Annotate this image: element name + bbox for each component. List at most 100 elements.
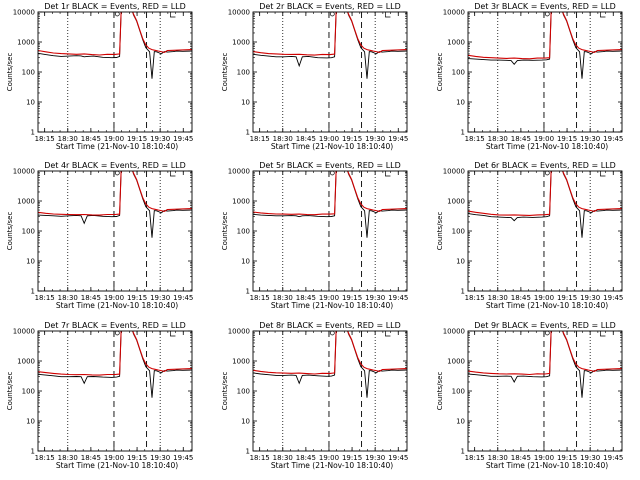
chart-panel-2: Det 2r BLACK = Events, RED = LLD 10000 100…: [221, 2, 408, 151]
x-tick-label: 18:30: [488, 135, 508, 143]
x-tick-label: 19:00: [534, 294, 554, 302]
flag-marker: [544, 330, 550, 336]
y-axis-label: Counts/sec: [6, 372, 14, 411]
chart-title: Det 5r BLACK = Events, RED = LLD: [259, 161, 401, 170]
y-tick-label: 1000: [447, 39, 465, 47]
chart-title: Det 8r BLACK = Events, RED = LLD: [259, 321, 401, 330]
y-tick-label: 1: [246, 129, 250, 137]
chart-panel-3: Det 3r BLACK = Events, RED = LLD 10000 100…: [436, 2, 623, 151]
y-axis-label: Counts/sec: [436, 372, 444, 411]
flag-marker: [385, 12, 391, 18]
x-tick-label: 18:15: [250, 135, 270, 143]
y-tick-label: 10: [26, 258, 35, 266]
x-tick-label: 19:45: [603, 454, 623, 462]
flag-marker: [329, 11, 335, 17]
x-tick-label: 18:45: [296, 135, 316, 143]
y-tick-label: 10000: [228, 9, 250, 17]
lld-series-line: [468, 171, 622, 216]
y-tick-label: 10000: [13, 9, 35, 17]
flag-marker: [600, 171, 606, 177]
x-tick-label: 18:45: [511, 294, 531, 302]
plot-frame: [467, 330, 623, 452]
lld-series-line: [253, 331, 407, 375]
flag-marker: [544, 11, 550, 17]
x-tick-label: 19:30: [150, 454, 170, 462]
x-tick-label: 19:00: [319, 454, 339, 462]
x-tick-label: 18:45: [511, 135, 531, 143]
events-series-line: [253, 331, 407, 398]
y-tick-label: 100: [22, 388, 35, 396]
chart-panel-8: Det 8r BLACK = Events, RED = LLD 10000 100…: [221, 321, 408, 470]
x-tick-label: 18:45: [81, 454, 101, 462]
x-tick-label: 18:15: [35, 454, 55, 462]
x-tick-label: 19:15: [342, 135, 362, 143]
x-tick-label: 19:45: [173, 294, 193, 302]
y-tick-label: 10: [456, 418, 465, 426]
y-axis-label: Counts/sec: [6, 53, 14, 92]
y-tick-label: 1000: [17, 198, 35, 206]
x-tick-label: 19:15: [127, 294, 147, 302]
events-series-line: [468, 331, 622, 398]
chart-panel-1: Det 1r BLACK = Events, RED = LLD 10000 100…: [6, 2, 193, 151]
y-tick-label: 1000: [17, 39, 35, 47]
y-tick-label: 1: [246, 448, 250, 456]
y-tick-label: 1000: [232, 358, 250, 366]
flag-marker: [114, 170, 120, 176]
chart-title: Det 9r BLACK = Events, RED = LLD: [474, 321, 616, 330]
y-tick-label: 1: [31, 288, 35, 296]
flag-marker: [600, 12, 606, 18]
x-tick-label: 19:30: [580, 454, 600, 462]
x-tick-label: 18:30: [273, 294, 293, 302]
x-axis-label: Start Time (21-Nov-10 18:10:40): [486, 461, 608, 470]
chart-panel-7: Det 7r BLACK = Events, RED = LLD 10000 100…: [6, 321, 193, 470]
y-tick-label: 1: [461, 129, 465, 137]
x-tick-label: 18:30: [488, 454, 508, 462]
x-tick-label: 18:15: [250, 454, 270, 462]
chart-title: Det 4r BLACK = Events, RED = LLD: [44, 161, 186, 170]
events-series-line: [38, 171, 192, 238]
x-tick-label: 18:15: [35, 294, 55, 302]
chart-panel-9: Det 9r BLACK = Events, RED = LLD 10000 100…: [436, 321, 623, 470]
y-tick-label: 100: [452, 388, 465, 396]
x-tick-label: 18:45: [81, 294, 101, 302]
x-tick-label: 19:30: [150, 294, 170, 302]
x-tick-label: 18:30: [488, 294, 508, 302]
y-tick-label: 1000: [447, 358, 465, 366]
lld-series-line: [38, 12, 192, 56]
x-tick-label: 18:45: [296, 454, 316, 462]
x-tick-label: 18:30: [58, 454, 78, 462]
lld-series-line: [253, 12, 407, 56]
x-axis-label: Start Time (21-Nov-10 18:10:40): [271, 301, 393, 310]
events-series-line: [38, 12, 192, 79]
x-tick-label: 19:15: [127, 454, 147, 462]
x-tick-label: 19:45: [388, 294, 408, 302]
x-tick-label: 18:30: [58, 294, 78, 302]
x-tick-label: 19:15: [557, 135, 577, 143]
flag-marker: [114, 11, 120, 17]
chart-title: Det 3r BLACK = Events, RED = LLD: [474, 2, 616, 11]
x-tick-label: 19:45: [173, 135, 193, 143]
x-tick-label: 19:45: [388, 454, 408, 462]
y-tick-label: 10000: [443, 9, 465, 17]
x-tick-label: 18:30: [273, 454, 293, 462]
chart-title: Det 1r BLACK = Events, RED = LLD: [44, 2, 186, 11]
x-tick-label: 19:15: [127, 135, 147, 143]
lld-series-line: [468, 331, 622, 376]
x-axis-label: Start Time (21-Nov-10 18:10:40): [486, 301, 608, 310]
plot-frame: [37, 330, 193, 452]
y-tick-label: 100: [452, 69, 465, 77]
x-axis-label: Start Time (21-Nov-10 18:10:40): [271, 142, 393, 151]
y-tick-label: 1: [246, 288, 250, 296]
events-series-line: [468, 171, 622, 238]
plot-frame: [37, 170, 193, 292]
x-tick-label: 19:15: [557, 454, 577, 462]
y-tick-label: 10000: [443, 168, 465, 176]
plot-frame: [37, 11, 193, 133]
x-axis-label: Start Time (21-Nov-10 18:10:40): [486, 142, 608, 151]
y-tick-label: 10000: [228, 328, 250, 336]
flag-marker: [170, 12, 176, 18]
x-axis-label: Start Time (21-Nov-10 18:10:40): [56, 142, 178, 151]
y-tick-label: 1: [31, 129, 35, 137]
y-tick-label: 100: [22, 69, 35, 77]
